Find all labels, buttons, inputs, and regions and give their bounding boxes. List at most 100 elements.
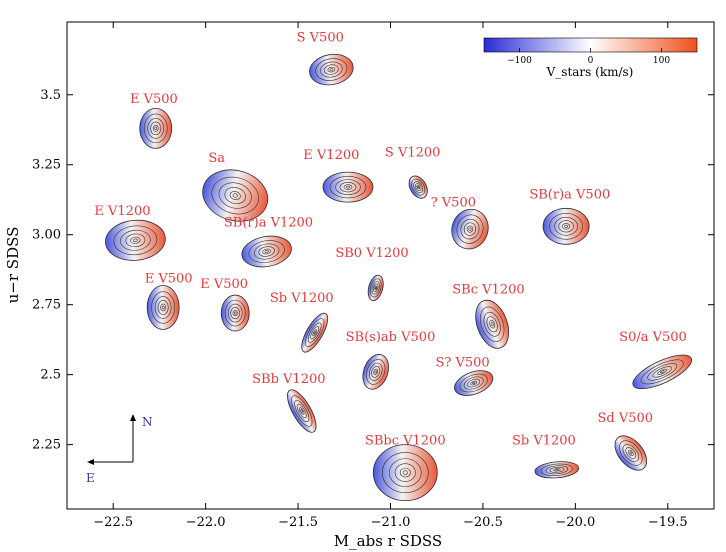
galaxy-isophote [489,320,496,329]
compass-east-arrowhead [87,459,94,465]
galaxy-label: E V500 [130,92,178,107]
galaxy-isophote [305,318,325,347]
galaxy-isophote [343,184,353,190]
galaxy-isophote [130,236,141,244]
galaxy-isophote [374,285,378,291]
galaxy-isophote [258,246,275,257]
galaxy-velocity-field [301,312,329,353]
galaxy-map [202,169,269,222]
galaxy-isophote [218,182,252,209]
galaxy-label: SBb V1200 [252,372,325,387]
galaxy-isophote [373,368,379,375]
galaxy-map [301,312,329,353]
galaxy-isophote [310,326,320,340]
galaxy-isophote [372,283,379,293]
galaxy-velocity-field [241,235,292,268]
galaxy-isophote [152,124,159,132]
colorbar-label: V_stars (km/s) [546,65,634,79]
galaxy-velocity-field [362,354,389,390]
galaxy-label: Sa [208,151,225,166]
galaxy-isophote [368,362,383,381]
galaxy-map [372,444,438,502]
y-tick-label: 3.25 [32,158,61,173]
galaxy-isophote [160,303,166,312]
galaxy-isophote [558,220,574,233]
y-tick-label: 2.75 [32,298,61,313]
galaxy-map [542,207,590,245]
galaxy-map [309,53,354,86]
galaxy-label: S V1200 [385,145,441,160]
galaxy-isophote [133,238,138,243]
galaxy-isophote [388,458,422,487]
galaxy-isophote [413,181,424,193]
galaxy-isophote [227,303,243,323]
galaxy-isophote [381,452,429,494]
galaxy-label: SB(r)a V1200 [224,215,313,230]
galaxy-isophote [224,187,246,205]
galaxy-map [454,370,494,396]
galaxy-label: S0/a V500 [619,330,687,345]
galaxy-isophote [315,58,348,81]
compass-north-arrowhead [130,414,136,421]
galaxy-isophote [468,227,472,231]
galaxy-isophote [371,281,380,295]
galaxy-velocity-field [632,354,693,390]
x-tick-label: −19.5 [648,515,688,530]
galaxy-isophote [211,176,259,215]
x-axis-label: M_abs r SDSS [334,532,442,550]
galaxy-isophote [335,179,361,195]
galaxy-isophote [549,213,583,240]
galaxy-label: E V1200 [94,204,150,219]
galaxy-map [139,107,173,149]
galaxy-label: E V500 [145,271,193,286]
galaxy-isophote [143,113,168,144]
galaxy-isophote [324,64,339,75]
galaxy-isophote [264,250,269,253]
galaxy-velocity-field [534,461,580,479]
galaxy-isophote [490,322,494,327]
x-tick-label: −20.5 [463,515,503,530]
galaxy-velocity-field [372,444,438,502]
y-axis-label: u−r SDSS [4,227,22,304]
galaxy-isophote [320,61,343,78]
galaxy-velocity-field [287,389,317,433]
galaxy-velocity-field [139,107,173,149]
galaxy-label: S? V500 [435,355,489,370]
galaxy-isophote [399,467,411,478]
x-tick-label: −22.5 [93,515,133,530]
galaxy-isophote [374,370,377,374]
galaxy-isophote [627,449,634,457]
galaxy-isophote [154,296,172,319]
galaxy-isophote [402,470,408,475]
x-axis: −22.5 −22.0 −21.5 −21.0 −20.5 −20.0 −19.5 [93,22,688,530]
galaxy-isophote [414,183,422,191]
galaxy-layer [105,53,693,502]
galaxy-label: SB0 V1200 [335,246,408,261]
galaxy-isophote [345,185,351,189]
galaxy-velocity-field [614,435,648,471]
galaxy-isophote [417,186,420,189]
galaxy-isophote [161,305,165,310]
y-tick-label: 2.25 [32,438,61,453]
galaxy-isophote [369,278,382,298]
y-tick-label: 3.00 [32,228,61,243]
galaxy-isophote [486,316,498,333]
galaxy-isophote [147,118,165,139]
galaxy-map [534,461,580,479]
galaxy-isophote [460,218,480,240]
galaxy-map [408,175,428,199]
galaxy-velocity-field [542,207,590,245]
galaxy-isophote [394,463,416,482]
galaxy-isophote [554,217,578,236]
galaxy-label: SBc V1200 [452,282,524,297]
galaxy-isophote [483,311,501,337]
galaxy-velocity-field [309,53,354,86]
galaxy-isophote [463,222,477,236]
x-tick-label: −22.0 [186,515,226,530]
galaxy-label: Sd V500 [597,411,653,426]
galaxy-isophote [327,66,336,73]
galaxy-isophote [640,359,684,385]
galaxy-isophote [300,409,304,413]
compass-north-label: N [142,415,153,429]
galaxy-label: Sb V1200 [270,291,334,306]
